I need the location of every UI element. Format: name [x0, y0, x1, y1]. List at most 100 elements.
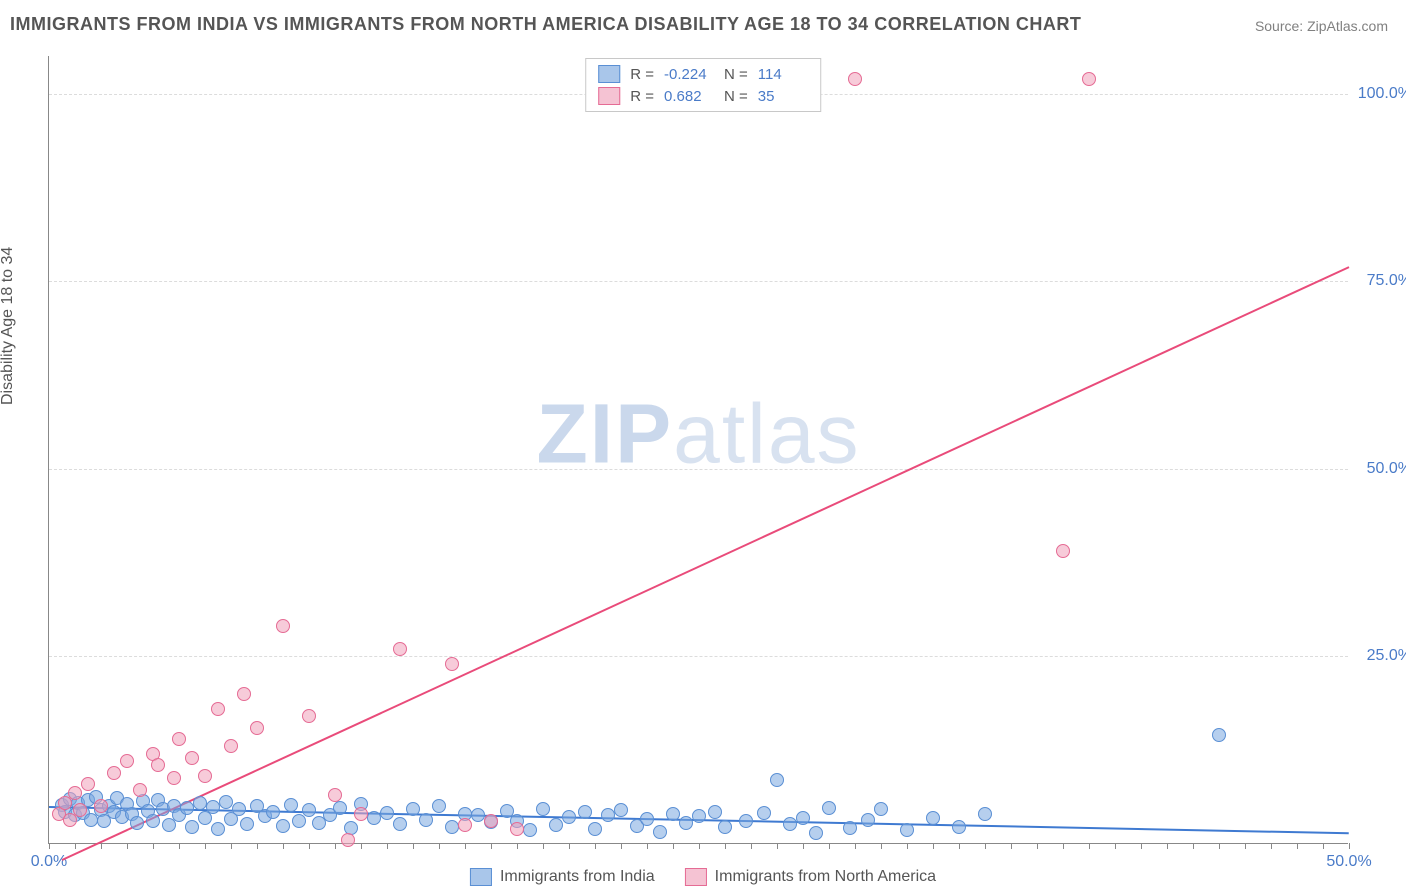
- x-minor-tick: [1089, 843, 1090, 849]
- x-minor-tick: [777, 843, 778, 849]
- scatter-point: [240, 817, 254, 831]
- x-minor-tick: [751, 843, 752, 849]
- scatter-point: [718, 820, 732, 834]
- gridline-horizontal: [49, 656, 1348, 657]
- scatter-point: [302, 803, 316, 817]
- scatter-point: [250, 721, 264, 735]
- correlation-chart: IMMIGRANTS FROM INDIA VS IMMIGRANTS FROM…: [0, 0, 1406, 892]
- scatter-point: [484, 814, 498, 828]
- x-minor-tick: [491, 843, 492, 849]
- x-minor-tick: [543, 843, 544, 849]
- legend-n-label: N =: [724, 88, 748, 105]
- legend-stat-row: R =0.682N =35: [598, 85, 808, 107]
- watermark: ZIPatlas: [536, 385, 860, 482]
- legend-swatch: [685, 868, 707, 886]
- scatter-point: [185, 751, 199, 765]
- scatter-point: [900, 823, 914, 837]
- x-minor-tick: [1323, 843, 1324, 849]
- correlation-legend: R = -0.224 N = 114 R =0.682N =35: [585, 58, 821, 112]
- scatter-point: [822, 801, 836, 815]
- scatter-point: [1212, 728, 1226, 742]
- x-minor-tick: [1063, 843, 1064, 849]
- x-minor-tick: [231, 843, 232, 849]
- scatter-point: [367, 811, 381, 825]
- scatter-point: [861, 813, 875, 827]
- x-minor-tick: [413, 843, 414, 849]
- chart-title: IMMIGRANTS FROM INDIA VS IMMIGRANTS FROM…: [10, 14, 1081, 35]
- scatter-point: [666, 807, 680, 821]
- x-minor-tick: [1037, 843, 1038, 849]
- scatter-point: [120, 754, 134, 768]
- legend-series-label: Immigrants from India: [500, 868, 655, 886]
- scatter-point: [739, 814, 753, 828]
- x-minor-tick: [75, 843, 76, 849]
- y-tick-label: 50.0%: [1367, 460, 1406, 478]
- scatter-point: [393, 817, 407, 831]
- scatter-point: [211, 702, 225, 716]
- x-minor-tick: [439, 843, 440, 849]
- legend-series-item: Immigrants from India: [470, 868, 655, 886]
- scatter-point: [809, 826, 823, 840]
- scatter-point: [276, 619, 290, 633]
- x-minor-tick: [283, 843, 284, 849]
- x-minor-tick: [101, 843, 102, 849]
- scatter-point: [614, 803, 628, 817]
- scatter-point: [167, 771, 181, 785]
- x-minor-tick: [1167, 843, 1168, 849]
- scatter-point: [266, 805, 280, 819]
- scatter-point: [679, 816, 693, 830]
- legend-series-item: Immigrants from North America: [685, 868, 936, 886]
- x-minor-tick: [309, 843, 310, 849]
- x-minor-tick: [1193, 843, 1194, 849]
- x-minor-tick: [205, 843, 206, 849]
- x-minor-tick: [1011, 843, 1012, 849]
- scatter-point: [68, 786, 82, 800]
- scatter-point: [653, 825, 667, 839]
- scatter-point: [1056, 544, 1070, 558]
- x-minor-tick: [855, 843, 856, 849]
- scatter-point: [601, 808, 615, 822]
- scatter-point: [952, 820, 966, 834]
- scatter-point: [419, 813, 433, 827]
- x-minor-tick: [465, 843, 466, 849]
- scatter-point: [354, 807, 368, 821]
- legend-r-value: -0.224: [664, 66, 714, 83]
- x-minor-tick: [1141, 843, 1142, 849]
- x-minor-tick: [907, 843, 908, 849]
- x-minor-tick: [803, 843, 804, 849]
- plot-area: ZIPatlas 25.0%50.0%75.0%100.0%0.0%50.0%: [48, 56, 1348, 844]
- scatter-point: [692, 809, 706, 823]
- scatter-point: [232, 802, 246, 816]
- scatter-point: [380, 806, 394, 820]
- x-minor-tick: [517, 843, 518, 849]
- legend-r-label: R =: [630, 88, 654, 105]
- legend-n-value: 114: [758, 66, 808, 83]
- scatter-point: [94, 799, 108, 813]
- scatter-point: [770, 773, 784, 787]
- trend-line: [62, 266, 1350, 861]
- y-tick-label: 100.0%: [1358, 85, 1406, 103]
- y-axis-label: Disability Age 18 to 34: [0, 247, 17, 405]
- y-tick-label: 75.0%: [1367, 272, 1406, 290]
- x-minor-tick: [569, 843, 570, 849]
- scatter-point: [757, 806, 771, 820]
- scatter-point: [536, 802, 550, 816]
- x-minor-tick: [1245, 843, 1246, 849]
- scatter-point: [843, 821, 857, 835]
- scatter-point: [406, 802, 420, 816]
- scatter-point: [211, 822, 225, 836]
- scatter-point: [708, 805, 722, 819]
- scatter-point: [445, 657, 459, 671]
- scatter-point: [458, 818, 472, 832]
- scatter-point: [237, 687, 251, 701]
- x-minor-tick: [361, 843, 362, 849]
- scatter-point: [219, 795, 233, 809]
- scatter-point: [445, 820, 459, 834]
- scatter-point: [73, 803, 87, 817]
- scatter-point: [333, 801, 347, 815]
- x-minor-tick: [699, 843, 700, 849]
- legend-swatch: [470, 868, 492, 886]
- scatter-point: [185, 820, 199, 834]
- scatter-point: [874, 802, 888, 816]
- x-minor-tick: [179, 843, 180, 849]
